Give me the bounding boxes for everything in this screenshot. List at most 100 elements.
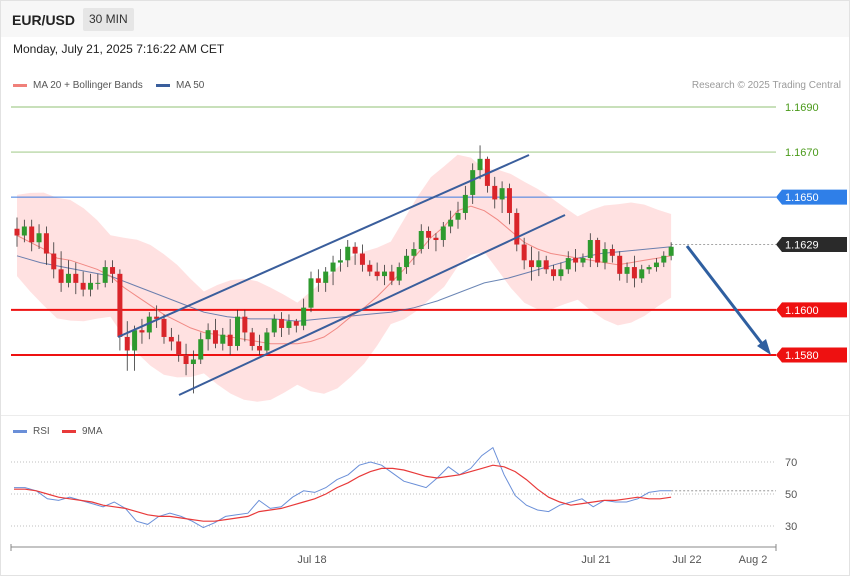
candle-body [367, 264, 373, 272]
rsi-ma-line [14, 464, 672, 522]
candle-body [462, 194, 468, 213]
candle-body [477, 158, 483, 171]
candle-body [95, 282, 101, 284]
legend-ma20: MA 20 + Bollinger Bands [13, 80, 143, 91]
candle-body [124, 336, 130, 351]
rsi-line [14, 446, 672, 529]
legend-ma20-label: MA 20 + Bollinger Bands [33, 80, 143, 91]
candle-body [529, 260, 534, 268]
candle-body [301, 307, 307, 326]
candle-body [330, 262, 336, 272]
candle-body [139, 330, 145, 333]
candle-body [551, 269, 557, 277]
candle-body [249, 332, 255, 346]
candle-body [279, 318, 285, 328]
candle-body [286, 321, 292, 328]
candle-body [36, 233, 42, 243]
timeframe-badge[interactable]: 30 MIN [83, 8, 134, 31]
ma50-swatch [156, 84, 170, 87]
symbol-title: EUR/USD [12, 12, 76, 28]
candle-body [43, 233, 49, 254]
candle-body [176, 341, 182, 355]
candle-body [183, 354, 189, 365]
candle-body [389, 271, 395, 281]
candle-body [499, 188, 505, 200]
candle-body [190, 359, 196, 365]
candle-body [242, 316, 248, 333]
candle-body [110, 267, 116, 274]
candle-body [565, 258, 571, 270]
legend-ma50-label: MA 50 [176, 80, 205, 91]
candle-body [132, 330, 138, 351]
bollinger-band [17, 154, 672, 402]
candle-body [51, 253, 57, 270]
title-bar: EUR/USD 30 MIN [1, 1, 849, 37]
candle-body [668, 246, 674, 256]
x-tick-label: Jul 18 [297, 554, 326, 566]
candle-body [382, 271, 387, 277]
legend-rsi-ma: 9MA [62, 426, 103, 437]
rsi-ma-swatch [62, 430, 76, 433]
candle-body [146, 316, 152, 333]
candle-body [88, 282, 93, 290]
candle-body [293, 321, 299, 326]
candle-body [359, 253, 365, 265]
candle-body [639, 269, 645, 279]
ma20-swatch [13, 84, 27, 87]
candle-body [271, 318, 277, 333]
candle-body [374, 271, 380, 277]
panel-divider [1, 415, 849, 416]
candle-body [198, 339, 204, 360]
candle-body [65, 273, 71, 283]
candle-body [154, 316, 160, 319]
legend-ma50: MA 50 [156, 80, 204, 91]
level-label-1.1580: 1.1580 [785, 350, 819, 362]
candle-body [14, 228, 20, 236]
candle-body [411, 249, 417, 256]
rsi-level-label-50: 50 [785, 489, 797, 501]
candle-body [235, 316, 240, 346]
candle-body [308, 278, 314, 308]
candle-body [573, 258, 579, 263]
candle-body [418, 230, 424, 250]
x-tick-label: Aug 2 [739, 554, 768, 566]
x-tick-label: Jul 21 [581, 554, 610, 566]
candle-body [624, 267, 630, 274]
candle-body [205, 330, 211, 340]
legend-rsi: RSI [13, 426, 50, 437]
legend-rsi-label: RSI [33, 426, 50, 437]
level-label-1.1629: 1.1629 [785, 240, 819, 252]
candle-body [631, 267, 637, 279]
rsi-level-label-70: 70 [785, 457, 797, 469]
candle-body [102, 267, 108, 283]
candle-body [433, 237, 439, 241]
candle-body [212, 330, 218, 344]
candle-body [661, 255, 667, 263]
candle-body [609, 249, 615, 256]
candle-body [337, 260, 343, 263]
candle-body [602, 249, 608, 263]
candle-body [448, 219, 454, 227]
candle-body [521, 244, 527, 261]
candle-body [227, 334, 233, 346]
candle-body [323, 271, 329, 283]
candle-body [595, 240, 601, 263]
candle-body [220, 334, 226, 344]
level-label-1.1650: 1.1650 [785, 192, 819, 204]
candle-body [646, 267, 652, 270]
copyright-label: Research © 2025 Trading Central [691, 80, 841, 91]
candle-body [315, 278, 321, 283]
candle-body [514, 212, 520, 245]
level-tag-1.1629 [776, 237, 847, 253]
candle-body [440, 226, 446, 241]
candle-body [264, 332, 270, 351]
level-label-1.1670: 1.1670 [785, 147, 819, 159]
projection-arrowhead [757, 339, 771, 355]
projection-arrow [685, 245, 765, 346]
rsi-level-label-30: 30 [785, 521, 797, 533]
level-tag-1.1600 [776, 302, 847, 318]
candle-body [470, 170, 476, 195]
candle-body [168, 336, 174, 342]
candle-body [352, 246, 358, 254]
candle-body [558, 269, 564, 277]
